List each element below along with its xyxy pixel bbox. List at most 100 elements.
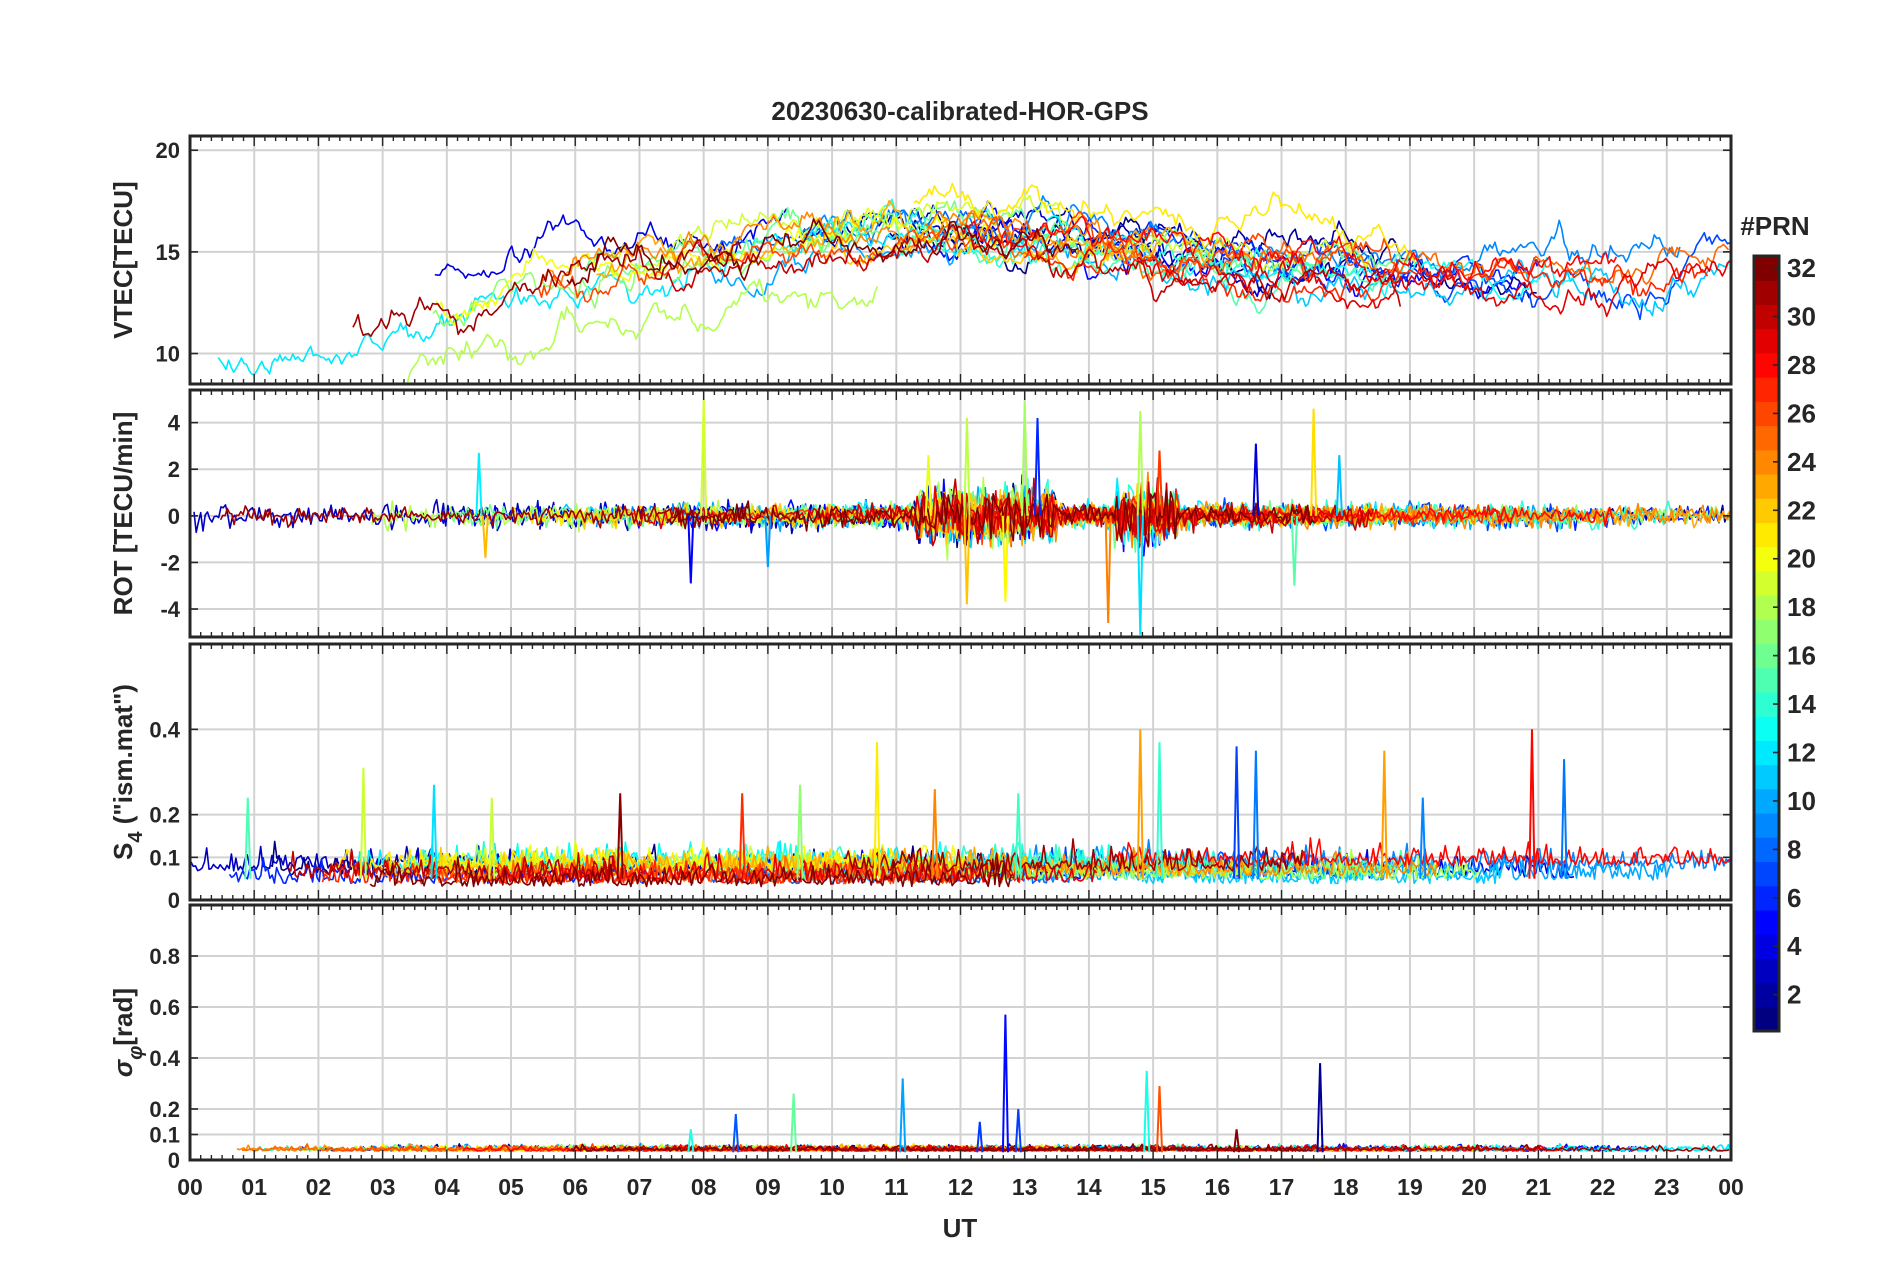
y-axis-label-sigma_phi: σφ[rad] [108, 988, 147, 1077]
x-tick-label: 02 [306, 1174, 332, 1200]
spike-13 [1252, 750, 1260, 879]
colorbar-tick-label: 8 [1787, 834, 1801, 864]
spike-15 [1252, 443, 1260, 516]
spike-8 [1001, 515, 1009, 603]
prn-trace-28 [966, 215, 1618, 290]
prn-trace-30 [287, 848, 616, 880]
colorbar-segment-19 [1754, 570, 1779, 596]
colorbar-tick-label: 20 [1787, 544, 1816, 574]
y-tick-label: 0.2 [149, 1097, 180, 1122]
x-tick-label: 19 [1397, 1174, 1423, 1200]
spike-12 [1136, 410, 1144, 516]
colorbar-tick-label: 12 [1787, 737, 1816, 767]
colorbar-segment-25 [1754, 425, 1779, 451]
colorbar-segment-1 [1754, 1006, 1779, 1032]
x-tick-label: 06 [562, 1174, 588, 1200]
colorbar-tick-label: 4 [1787, 931, 1802, 961]
prn-trace-18 [393, 278, 879, 384]
y-tick-label: 0.6 [149, 995, 180, 1020]
panel-ROT: -4 -2 0 2 4 ROT [TECU/min] [108, 388, 1733, 639]
panel-sigma_phi: 00.10.2 0.4 0.6 0.8σφ[rad] [108, 903, 1733, 1173]
x-tick-label: 01 [241, 1174, 267, 1200]
spike-7 [873, 742, 881, 879]
y-tick-label: 20 [156, 138, 180, 163]
spike-4 [616, 793, 624, 879]
x-tick-label: 18 [1333, 1174, 1359, 1200]
prn-trace-26 [538, 211, 1401, 303]
prn-trace-19 [610, 194, 1370, 273]
x-tick-label: 10 [819, 1174, 845, 1200]
spike-9 [1021, 401, 1029, 516]
colorbar-tick-label: 2 [1787, 980, 1801, 1010]
prn-traces [236, 1014, 1731, 1153]
prn-trace-32 [369, 856, 1014, 888]
spike-10 [1136, 729, 1144, 879]
spike-5 [738, 793, 746, 879]
prn-trace-25 [924, 212, 1730, 285]
x-tick-label: 12 [948, 1174, 974, 1200]
colorbar-tick-label: 26 [1787, 398, 1816, 428]
colorbar-segment-5 [1754, 909, 1779, 935]
x-tick-label: 08 [691, 1174, 717, 1200]
spike-6 [963, 417, 971, 516]
spike-11 [1104, 515, 1112, 624]
x-tick-label: 03 [370, 1174, 396, 1200]
spike-4 [976, 1121, 984, 1153]
spike-9 [1233, 1129, 1241, 1153]
y-tick-label: 0.4 [149, 717, 180, 742]
y-tick-label: -2 [160, 550, 180, 575]
colorbar-segment-17 [1754, 619, 1779, 645]
colorbar-tick-label: 30 [1787, 302, 1816, 332]
y-axis-label-VTEC: VTEC[TECU] [108, 181, 138, 338]
x-tick-label: 16 [1205, 1174, 1231, 1200]
panel-VTEC: 10 15 20 VTEC[TECU] [108, 134, 1733, 386]
prn-trace-31 [843, 838, 1304, 873]
minor-ticks [200, 905, 1721, 1160]
spike-1 [732, 1114, 740, 1153]
y-tick-label: 0.1 [149, 845, 180, 870]
x-tick-label: 13 [1012, 1174, 1038, 1200]
x-tick-label: 09 [755, 1174, 781, 1200]
x-tick-label: 14 [1076, 1174, 1102, 1200]
spike-7 [963, 515, 971, 605]
spike-11 [1156, 742, 1164, 879]
spike-3 [488, 797, 496, 879]
y-axis-label-S4: S4 ("ism.mat") [108, 684, 147, 860]
spike-18 [1335, 455, 1343, 516]
y-tick-label: 15 [156, 240, 180, 265]
x-tick-label: 23 [1654, 1174, 1680, 1200]
spike-1 [359, 767, 367, 879]
spike-15 [1419, 797, 1427, 879]
prn-trace-31 [980, 1143, 1730, 1152]
y-tick-label: 0 [168, 888, 180, 913]
spike-14 [1156, 450, 1164, 516]
colorbar-segment-23 [1754, 473, 1779, 499]
x-tick-label: 04 [434, 1174, 460, 1200]
colorbar-segment-9 [1754, 813, 1779, 838]
prn-trace-29 [1136, 253, 1731, 318]
colorbar-segment-13 [1754, 716, 1779, 741]
spike-3 [899, 1078, 907, 1153]
colorbar-tick-label: 14 [1787, 689, 1816, 719]
prn-traces [217, 182, 1731, 384]
prn-trace-22 [386, 846, 1251, 878]
prn-traces [193, 399, 1731, 635]
y-tick-label: 0.8 [149, 944, 180, 969]
colorbar-tick-label: 28 [1787, 350, 1816, 380]
spike-16 [1528, 729, 1536, 879]
y-tick-label: 0.2 [149, 803, 180, 828]
x-tick-label: 20 [1461, 1174, 1487, 1200]
y-tick-label: 10 [156, 342, 180, 367]
colorbar-tick-label: 22 [1787, 495, 1816, 525]
prn-trace-21 [913, 182, 1416, 263]
prn-trace-23 [607, 845, 1049, 873]
spike-13 [1136, 515, 1144, 635]
prn-trace-15 [897, 228, 1388, 315]
y-tick-label: 2 [168, 457, 180, 482]
x-tick-label: 17 [1269, 1174, 1295, 1200]
y-axis-label-ROT: ROT [TECU/min] [108, 412, 138, 616]
spike-10 [1034, 417, 1042, 516]
x-tick-label: 22 [1590, 1174, 1616, 1200]
